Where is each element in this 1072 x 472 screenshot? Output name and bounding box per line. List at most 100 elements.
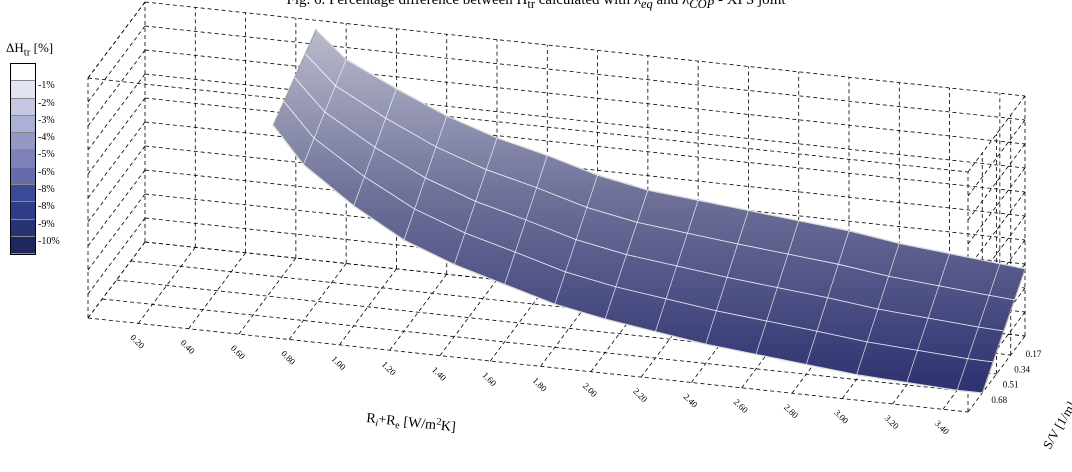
y-tick-label: 0.51	[1003, 380, 1019, 390]
grid-line	[238, 257, 297, 335]
mesh-line	[554, 175, 598, 305]
grid-line	[87, 49, 146, 127]
x-tick-label: 3.00	[832, 408, 851, 427]
axis-labels: Ri+Re [W/m2K] S/V [1/m]	[365, 399, 1072, 452]
grid-line	[188, 252, 246, 329]
mesh-line	[705, 210, 749, 345]
grid-line	[87, 317, 969, 413]
grid-line	[87, 77, 969, 173]
grid-line	[144, 49, 1026, 145]
grid-line	[87, 25, 146, 103]
mesh-line	[272, 29, 317, 126]
surface-mesh	[272, 29, 1026, 394]
legend-label: -1%	[38, 80, 55, 92]
legend-swatch	[11, 150, 35, 168]
grid-line	[967, 119, 1026, 197]
x-tick-label: 2.00	[581, 381, 600, 400]
legend-swatch	[11, 115, 35, 134]
y-axis-label: S/V [1/m]	[1040, 399, 1072, 452]
mesh-line	[755, 220, 800, 355]
legend-title: ΔHtr [%]	[6, 40, 54, 59]
legend-label: -8%	[38, 184, 55, 196]
x-tick-label: 2.20	[631, 386, 650, 405]
grid-line	[87, 241, 146, 319]
legend-label: -3%	[38, 114, 55, 126]
legend-swatch	[11, 98, 35, 116]
chart-title: Fig. 6. Percentage difference between Ht…	[286, 0, 786, 11]
grid-line	[87, 121, 146, 199]
x-tick-label: 1.80	[531, 375, 550, 394]
legend-swatch	[11, 219, 35, 237]
legend-swatch	[11, 81, 35, 99]
legend-swatch	[11, 167, 35, 186]
grid-line	[137, 247, 196, 324]
mesh-line	[981, 268, 1026, 394]
legend-swatch	[11, 64, 35, 82]
legend-label: -9%	[38, 218, 55, 230]
legend-label: -5%	[38, 149, 55, 161]
x-tick-label: 0.20	[128, 332, 147, 351]
legend-swatch	[11, 133, 35, 151]
x-tick-label: 0.60	[229, 343, 248, 362]
grid-line	[389, 273, 448, 351]
mesh-line	[604, 189, 649, 320]
grid-line	[144, 1, 1026, 97]
grid-line	[967, 191, 1026, 269]
x-tick-label: 2.60	[732, 397, 751, 416]
mesh-line	[856, 243, 900, 375]
legend-swatch	[11, 236, 35, 255]
legend-label: -10%	[38, 235, 60, 247]
x-tick-label: 1.20	[380, 359, 399, 378]
legend-label: -2%	[38, 97, 55, 109]
mesh-line	[655, 200, 699, 332]
mesh-line	[294, 77, 1004, 332]
grid-line	[967, 335, 1026, 413]
mesh-line	[283, 101, 993, 363]
x-tick-label: 0.40	[179, 338, 198, 357]
x-tick-label: 3.40	[933, 418, 952, 437]
grid-line	[102, 298, 983, 394]
grid-line	[87, 73, 146, 151]
mesh-line	[304, 53, 1015, 301]
x-tick-label: 1.60	[480, 370, 499, 389]
y-axis-ticks: 0.17 0.34 0.51 0.68	[991, 349, 1041, 405]
grid-line	[87, 169, 146, 247]
mesh-line	[906, 253, 950, 383]
legend-swatch	[11, 185, 35, 203]
grid-line	[87, 217, 146, 295]
grid-line	[339, 268, 397, 346]
mesh-line	[303, 59, 347, 165]
grid-line	[288, 263, 347, 340]
mesh-line	[504, 155, 548, 285]
mesh-line	[353, 88, 397, 206]
legend-labels: -1% -2% -3% -4% -5% -6% -8% -8% -9% -10%	[38, 60, 60, 250]
y-tick-label: 0.34	[1014, 364, 1030, 374]
x-axis-label: Ri+Re [W/m2K]	[365, 409, 456, 437]
legend-swatch	[11, 202, 35, 220]
grid-line	[87, 193, 146, 271]
y-tick-label: 0.17	[1026, 349, 1042, 359]
x-tick-label: 1.40	[430, 365, 449, 384]
grid-line	[967, 95, 1026, 173]
legend-label: -8%	[38, 201, 55, 213]
grid-line	[87, 97, 146, 175]
x-tick-label: 3.20	[883, 413, 902, 432]
legend-label: -6%	[38, 166, 55, 178]
grid-line	[144, 25, 1026, 121]
grid-line	[87, 1, 146, 79]
mesh-line	[956, 263, 1001, 391]
x-tick-label: 1.00	[329, 354, 348, 373]
mesh-line	[315, 29, 1026, 270]
grid-line	[87, 145, 146, 223]
grid-line	[967, 167, 1026, 245]
legend-label: -4%	[38, 132, 55, 144]
grid-line	[439, 279, 498, 356]
x-tick-label: 2.40	[681, 391, 700, 410]
mesh-line	[453, 137, 498, 265]
mesh-line	[272, 124, 983, 394]
y-tick-label: 0.68	[991, 395, 1007, 405]
x-tick-label: 0.80	[279, 348, 298, 367]
legend-color-bar	[10, 63, 36, 256]
